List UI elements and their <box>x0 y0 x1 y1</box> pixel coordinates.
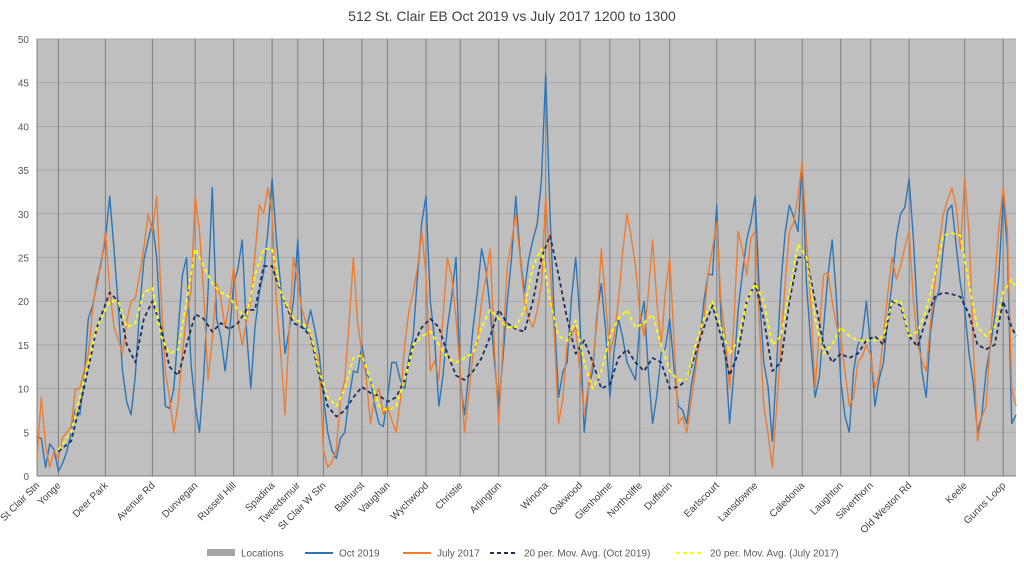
x-tick-label: Gunns Loop <box>962 480 1009 527</box>
series-line-oct-2019 <box>36 73 1017 472</box>
x-tick-label: Lansdowne <box>716 480 760 524</box>
y-tick-label: 25 <box>18 254 30 265</box>
x-tick-label: Avenue Rd <box>115 480 158 523</box>
legend-label: July 2017 <box>437 549 480 560</box>
x-tick-label: Earlscourt <box>682 480 722 520</box>
legend-label: 20 per. Mov. Avg. (Oct 2019) <box>524 549 650 560</box>
y-tick-label: 5 <box>23 428 29 439</box>
x-tick-label: Arlington <box>468 480 504 516</box>
y-tick-label: 30 <box>18 210 30 221</box>
y-tick-label: 10 <box>18 385 30 396</box>
legend-label: Locations <box>241 549 284 560</box>
series-line-20-per-mov-avg-oct-2019 <box>57 234 1017 453</box>
y-tick-label: 20 <box>18 297 30 308</box>
legend-swatch <box>207 549 235 556</box>
x-tick-label: Deer Park <box>71 480 111 520</box>
y-tick-label: 15 <box>18 341 30 352</box>
y-tick-label: 50 <box>18 35 30 46</box>
x-tick-label: Dufferin <box>642 480 674 512</box>
chart-title: 512 St. Clair EB Oct 2019 vs July 2017 1… <box>348 8 676 24</box>
y-tick-label: 0 <box>23 472 29 483</box>
series-group <box>36 73 1017 472</box>
x-tick-label: Russell Hill <box>196 480 239 523</box>
x-tick-label: Christie <box>434 480 466 512</box>
x-tick-label: Keele <box>944 480 970 506</box>
x-tick-label: Yonge <box>36 480 64 508</box>
legend-label: 20 per. Mov. Avg. (July 2017) <box>710 549 839 560</box>
y-tick-label: 45 <box>18 79 30 90</box>
legend-label: Oct 2019 <box>339 549 380 560</box>
y-tick-label: 35 <box>18 166 30 177</box>
x-tick-label: Winona <box>519 480 551 512</box>
series-line-july-2017 <box>36 160 1017 468</box>
series-line-20-per-mov-avg-july-2017 <box>57 232 1017 451</box>
x-tick-label: Caledonia <box>768 480 808 520</box>
y-tick-label: 40 <box>18 122 30 133</box>
legend: Locations Oct 2019 July 2017 20 per. Mov. A… <box>207 549 839 560</box>
x-tick-label: Dunvegan <box>160 480 200 520</box>
x-tick-label: St Clair Stn <box>0 480 42 524</box>
y-axis: 0 5 10 15 20 25 30 35 40 45 50 <box>18 35 30 483</box>
x-tick-label: Wychwood <box>389 480 431 522</box>
